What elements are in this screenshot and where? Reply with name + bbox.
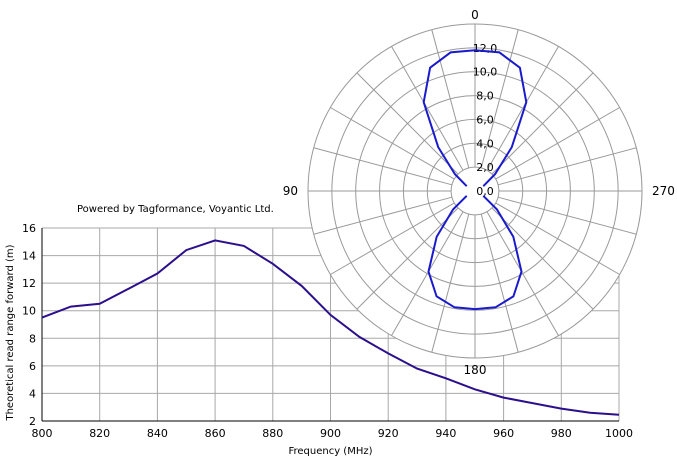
polar-spoke (486, 211, 559, 336)
polar-spoke (497, 196, 637, 235)
polar-spoke (491, 72, 594, 175)
x-tick-label: 1000 (605, 427, 633, 440)
y-tick-label: 10 (22, 305, 36, 318)
polar-radial-label: 10,0 (473, 66, 498, 79)
polar-angle-label: 0 (471, 8, 479, 22)
polar-front-lobe (422, 49, 528, 187)
polar-spoke (495, 202, 620, 275)
polar-radial-label: 6,0 (476, 113, 494, 126)
powered-by-caption: Powered by Tagformance, Voyantic Ltd. (77, 204, 274, 215)
y-axis-label: Theoretical read range forward (m) (5, 244, 16, 421)
polar-spoke (313, 147, 453, 186)
x-tick-label: 860 (205, 427, 226, 440)
polar-spoke (486, 46, 559, 171)
polar-spoke (495, 107, 620, 180)
polar-radial-label: 12,0 (473, 42, 498, 55)
x-tick-label: 820 (89, 427, 110, 440)
polar-back-lobe (427, 195, 523, 311)
x-tick-label: 960 (493, 427, 514, 440)
polar-spoke (391, 211, 464, 336)
polar-radial-label: 2,0 (476, 161, 494, 174)
y-tick-label: 8 (29, 332, 36, 345)
y-tick-label: 12 (22, 277, 36, 290)
x-axis-label: Frequency (MHz) (288, 446, 372, 457)
polar-radial-label: 4,0 (476, 137, 494, 150)
polar-angle-label: 270 (652, 184, 675, 198)
polar-spoke (491, 207, 594, 310)
x-tick-label: 940 (435, 427, 456, 440)
polar-spoke (391, 46, 464, 171)
polar-spoke (313, 196, 453, 235)
polar-angle-label: 180 (464, 363, 487, 377)
read-range-series-line (41, 239, 620, 416)
y-tick-label: 4 (29, 387, 36, 400)
x-tick-label: 920 (378, 427, 399, 440)
polar-angle-label: 90 (283, 184, 298, 198)
y-tick-label: 6 (29, 360, 36, 373)
polar-spoke (480, 213, 519, 353)
polar-spoke (431, 213, 470, 353)
y-tick-label: 16 (22, 222, 36, 235)
polar-radial-label: 0,0 (476, 185, 494, 198)
polar-radiation-chart: 0,0 2,0 4,0 6,0 8,0 10,0 12,0 0 90 180 270 (283, 8, 675, 377)
polar-radial-label: 8,0 (476, 90, 494, 103)
x-tick-label: 800 (32, 427, 53, 440)
polar-spoke (356, 207, 459, 310)
x-tick-label: 840 (147, 427, 168, 440)
x-tick-label: 980 (551, 427, 572, 440)
polar-spoke (497, 147, 637, 186)
polar-spoke (356, 72, 459, 175)
y-tick-label: 2 (29, 415, 36, 428)
polar-spoke (330, 107, 455, 180)
polar-spoke (431, 29, 470, 169)
polar-spoke (480, 29, 519, 169)
x-tick-label: 900 (320, 427, 341, 440)
polar-spoke (330, 202, 455, 275)
y-tick-label: 14 (22, 250, 36, 263)
x-tick-label: 880 (262, 427, 283, 440)
